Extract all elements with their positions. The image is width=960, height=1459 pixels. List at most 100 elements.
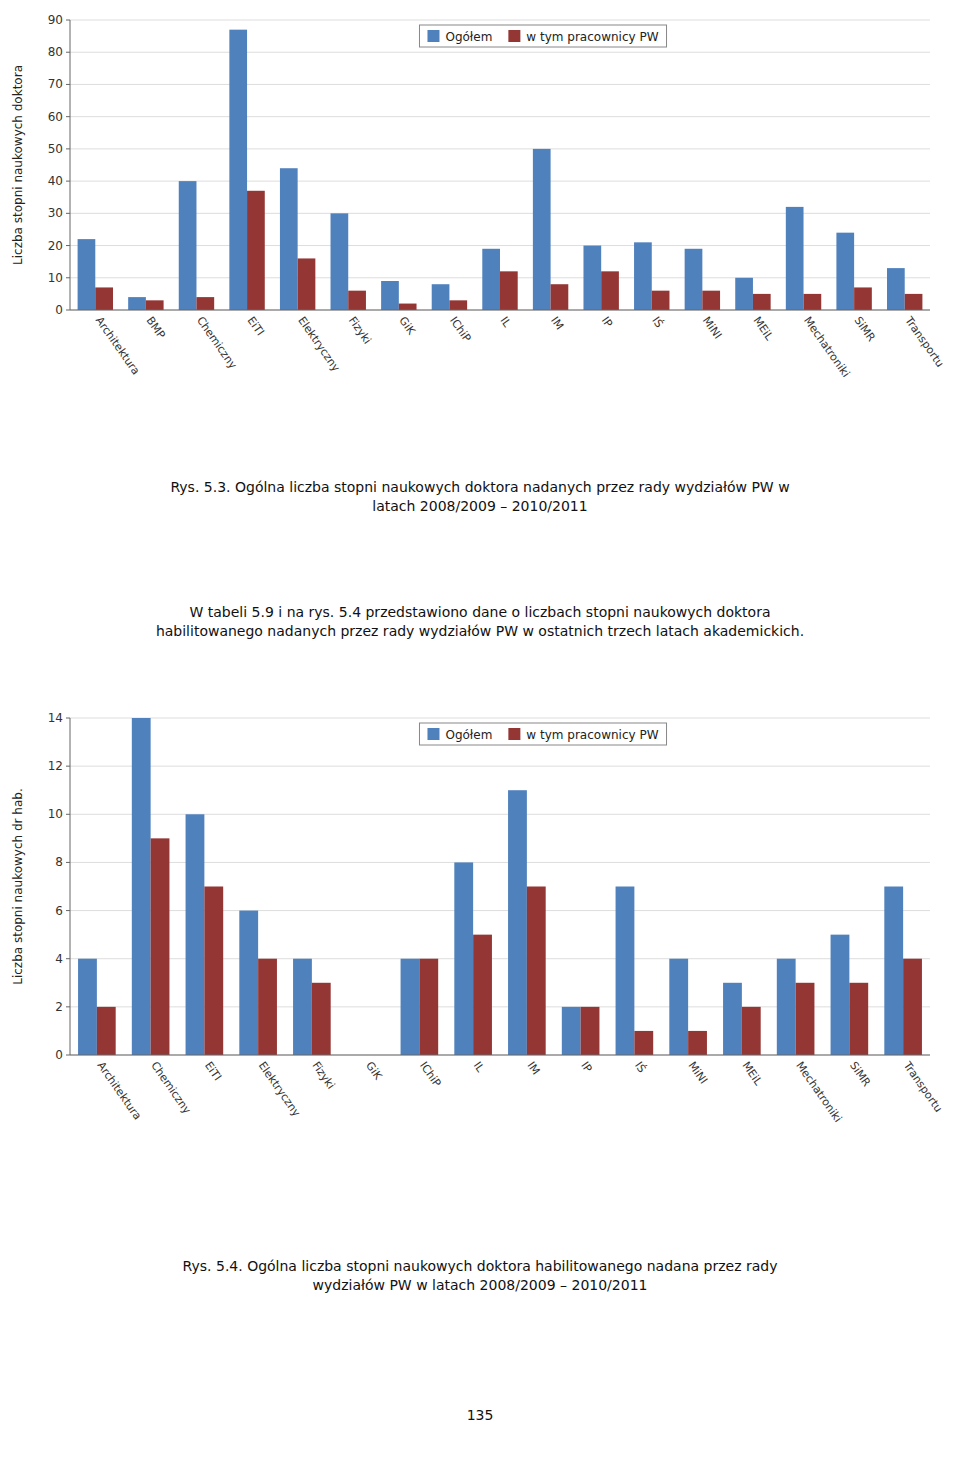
y-axis [70,718,71,1055]
bar [652,291,670,310]
x-axis [70,310,930,311]
y-tick [66,84,70,85]
y-tick [66,1055,70,1056]
bar [97,1007,116,1055]
annotation: wydziałów PW w latach 2008/2009 – 2010/2… [313,1277,648,1293]
bar [601,271,619,310]
grid-line [70,181,930,182]
y-tick [66,116,70,117]
bar [258,959,277,1055]
bar [742,1007,761,1055]
bar [581,1007,600,1055]
y-tick-label: 4 [55,952,63,966]
bar [616,887,635,1056]
x-tick-label: IŚ [632,1059,649,1075]
bar [95,287,113,310]
bar [753,294,771,310]
bar [562,1007,581,1055]
x-tick-label: Chemiczny [194,314,240,371]
legend: Ogółemw tym pracownicy PW [419,25,666,47]
grid-line [70,148,930,149]
x-tick-label: GiK [396,314,418,337]
y-axis-label: Liczba stopni naukowych dr hab. [11,788,25,985]
bar [551,284,569,310]
bar [500,271,518,310]
x-tick-label: IŚ [649,314,666,330]
bar [854,287,872,310]
x-tick-label: IP [599,314,616,330]
x-tick-label: IL [471,1059,488,1075]
x-axis [70,1055,930,1056]
y-tick [66,310,70,311]
bar [280,168,298,310]
x-tick-label: Transportu [900,1058,945,1114]
bar [723,983,742,1055]
x-tick-label: Elektryczny [256,1059,304,1119]
bar [831,935,850,1055]
bar [78,959,97,1055]
bar [796,983,815,1055]
y-tick [66,181,70,182]
x-tick-label: EiTI [202,1059,224,1083]
bar [229,30,247,310]
bar [634,242,652,310]
bar [634,1031,653,1055]
bar [849,983,868,1055]
x-tick-label: IM [548,314,566,332]
legend-frame [419,25,666,47]
grid-line [70,20,930,21]
y-axis [70,20,71,310]
y-tick-label: 10 [48,271,63,285]
x-tick-label: SiMR [847,1059,873,1089]
bars [78,718,922,1055]
annotation: Rys. 5.4. Ogólna liczba stopni naukowych… [183,1258,778,1274]
y-tick-label: 40 [48,174,63,188]
legend-swatch [427,30,439,42]
bar [449,300,467,310]
legend-label: w tym pracownicy PW [526,728,658,742]
bar [702,291,720,310]
x-tick-label: BMP [143,314,167,341]
bar [777,959,796,1055]
bars [78,30,923,310]
bar [179,181,197,310]
bar [836,233,854,310]
bar [685,249,703,310]
bar [786,207,804,310]
bar [348,291,366,310]
grid-line [70,1055,930,1056]
y-tick [66,718,70,719]
x-tick-label: MiNI [686,1059,710,1086]
y-tick-label: 10 [48,807,63,821]
y-tick [66,814,70,815]
page: 0102030405060708090ArchitekturaBMPChemic… [0,0,960,1459]
legend-swatch [427,728,439,740]
y-tick-label: 0 [55,303,63,317]
y-tick-label: 2 [55,1000,63,1014]
bar [688,1031,707,1055]
legend-frame [419,723,666,745]
annotation: habilitowanego nadanych przez rady wydzi… [156,623,804,639]
bar [132,718,151,1055]
x-tick-label: Architektura [94,1059,144,1122]
x-tick-label: Mechatroniki [801,314,852,379]
x-tick-label: IL [498,314,515,330]
annotation: 135 [467,1407,494,1423]
y-tick [66,245,70,246]
x-tick-label: SiMR [852,314,878,344]
bar [473,935,492,1055]
y-tick [66,52,70,53]
annotation: W tabeli 5.9 i na rys. 5.4 przedstawiono… [189,604,770,620]
y-axis-label: Liczba stopni naukowych doktora [11,65,25,265]
bar [905,294,923,310]
bar [186,814,205,1055]
bar [128,297,146,310]
y-tick-label: 80 [48,45,63,59]
grid-line [70,310,930,311]
y-tick [66,958,70,959]
bar [151,838,170,1055]
x-tick-label: IChiP [417,1059,444,1089]
x-tick-label: EiTI [245,314,267,338]
x-tick-label: Architektura [93,314,143,377]
y-tick [66,910,70,911]
